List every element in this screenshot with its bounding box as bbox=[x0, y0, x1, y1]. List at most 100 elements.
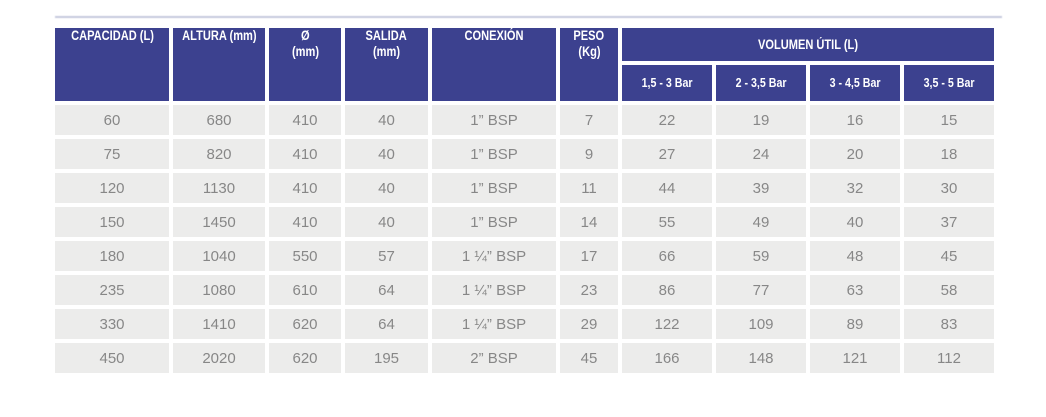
table-cell: 39 bbox=[716, 173, 806, 203]
header-pressure-range-4: 3,5 - 5 Bar bbox=[904, 65, 994, 101]
table-cell: 148 bbox=[716, 343, 806, 373]
table-cell: 30 bbox=[904, 173, 994, 203]
table-row: 235 1080 610 64 1 ¼” BSP 23 86 77 63 58 bbox=[55, 275, 994, 305]
table-cell: 60 bbox=[55, 105, 169, 135]
table-cell: 2” BSP bbox=[432, 343, 556, 373]
table-cell: 1” BSP bbox=[432, 139, 556, 169]
table-cell: 23 bbox=[560, 275, 618, 305]
table-row: 450 2020 620 195 2” BSP 45 166 148 121 112 bbox=[55, 343, 994, 373]
header-outlet-unit: (mm) bbox=[372, 44, 401, 59]
header-useful-volume-label: VOLUMEN ÚTIL (L) bbox=[757, 36, 859, 52]
table-cell: 40 bbox=[345, 105, 428, 135]
table-cell: 1450 bbox=[173, 207, 265, 237]
table-cell: 48 bbox=[810, 241, 900, 271]
table-cell: 235 bbox=[55, 275, 169, 305]
table-cell: 1040 bbox=[173, 241, 265, 271]
top-divider-rule bbox=[55, 16, 1002, 18]
header-weight-label: PESO bbox=[573, 28, 605, 43]
table-cell: 59 bbox=[716, 241, 806, 271]
table-cell: 45 bbox=[904, 241, 994, 271]
table-cell: 32 bbox=[810, 173, 900, 203]
table-cell: 40 bbox=[810, 207, 900, 237]
header-connection-label: CONEXIÓN bbox=[464, 28, 524, 43]
header-pressure-range-1-label: 1,5 - 3 Bar bbox=[641, 75, 693, 90]
table-cell: 620 bbox=[269, 309, 341, 339]
table-row: 330 1410 620 64 1 ¼” BSP 29 122 109 89 83 bbox=[55, 309, 994, 339]
table-cell: 1” BSP bbox=[432, 207, 556, 237]
table-cell: 150 bbox=[55, 207, 169, 237]
table-cell: 120 bbox=[55, 173, 169, 203]
table-cell: 11 bbox=[560, 173, 618, 203]
header-useful-volume-group: VOLUMEN ÚTIL (L) bbox=[622, 28, 994, 61]
table-cell: 109 bbox=[716, 309, 806, 339]
table-cell: 1 ¼” BSP bbox=[432, 275, 556, 305]
table-row: 75 820 410 40 1” BSP 9 27 24 20 18 bbox=[55, 139, 994, 169]
table-cell: 1 ¼” BSP bbox=[432, 241, 556, 271]
header-outlet: SALIDA (mm) bbox=[345, 28, 428, 101]
table-cell: 9 bbox=[560, 139, 618, 169]
header-weight: PESO (Kg) bbox=[560, 28, 618, 101]
header-pressure-range-1: 1,5 - 3 Bar bbox=[622, 65, 712, 101]
header-pressure-range-2-label: 2 - 3,5 Bar bbox=[735, 75, 787, 90]
table-header: CAPACIDAD (L) ALTURA (mm) Ø (mm) SALIDA … bbox=[55, 28, 994, 101]
table-cell: 410 bbox=[269, 173, 341, 203]
header-pressure-range-3-label: 3 - 4,5 Bar bbox=[829, 75, 881, 90]
table-cell: 680 bbox=[173, 105, 265, 135]
table-cell: 610 bbox=[269, 275, 341, 305]
table-cell: 15 bbox=[904, 105, 994, 135]
table-cell: 1410 bbox=[173, 309, 265, 339]
table-cell: 820 bbox=[173, 139, 265, 169]
table-cell: 44 bbox=[622, 173, 712, 203]
table-body: 60 680 410 40 1” BSP 7 22 19 16 15 75 820 410 40 1” BS… bbox=[55, 105, 994, 373]
table-cell: 22 bbox=[622, 105, 712, 135]
table-cell: 66 bbox=[622, 241, 712, 271]
table-cell: 17 bbox=[560, 241, 618, 271]
table-cell: 16 bbox=[810, 105, 900, 135]
table-cell: 18 bbox=[904, 139, 994, 169]
table-cell: 19 bbox=[716, 105, 806, 135]
table-cell: 122 bbox=[622, 309, 712, 339]
table-cell: 89 bbox=[810, 309, 900, 339]
table-cell: 2020 bbox=[173, 343, 265, 373]
header-pressure-range-4-label: 3,5 - 5 Bar bbox=[923, 75, 975, 90]
header-row-pressure-ranges: 1,5 - 3 Bar 2 - 3,5 Bar 3 - 4,5 Bar 3,5 … bbox=[55, 65, 994, 101]
table-cell: 410 bbox=[269, 139, 341, 169]
header-height: ALTURA (mm) bbox=[173, 28, 265, 101]
table-cell: 55 bbox=[622, 207, 712, 237]
table-cell: 77 bbox=[716, 275, 806, 305]
header-capacity-label: CAPACIDAD (L) bbox=[70, 28, 154, 43]
header-row-main: CAPACIDAD (L) ALTURA (mm) Ø (mm) SALIDA … bbox=[55, 28, 994, 101]
header-diameter-unit: (mm) bbox=[291, 44, 319, 59]
header-weight-unit: (Kg) bbox=[577, 44, 601, 59]
table-cell: 49 bbox=[716, 207, 806, 237]
header-connection: CONEXIÓN bbox=[432, 28, 556, 101]
table-cell: 7 bbox=[560, 105, 618, 135]
table-cell: 86 bbox=[622, 275, 712, 305]
table-cell: 37 bbox=[904, 207, 994, 237]
header-outlet-label: SALIDA bbox=[365, 28, 408, 43]
table-cell: 40 bbox=[345, 173, 428, 203]
table-cell: 64 bbox=[345, 275, 428, 305]
header-pressure-range-3: 3 - 4,5 Bar bbox=[810, 65, 900, 101]
table-cell: 550 bbox=[269, 241, 341, 271]
table-cell: 24 bbox=[716, 139, 806, 169]
table-cell: 40 bbox=[345, 207, 428, 237]
table-cell: 57 bbox=[345, 241, 428, 271]
table-cell: 27 bbox=[622, 139, 712, 169]
table-cell: 58 bbox=[904, 275, 994, 305]
table-cell: 195 bbox=[345, 343, 428, 373]
table-cell: 112 bbox=[904, 343, 994, 373]
header-diameter: Ø (mm) bbox=[269, 28, 341, 101]
table-cell: 75 bbox=[55, 139, 169, 169]
table-cell: 121 bbox=[810, 343, 900, 373]
table-cell: 410 bbox=[269, 105, 341, 135]
spec-table: CAPACIDAD (L) ALTURA (mm) Ø (mm) SALIDA … bbox=[51, 24, 998, 377]
table-cell: 410 bbox=[269, 207, 341, 237]
table-cell: 20 bbox=[810, 139, 900, 169]
table-cell: 450 bbox=[55, 343, 169, 373]
table-cell: 83 bbox=[904, 309, 994, 339]
table-cell: 40 bbox=[345, 139, 428, 169]
header-height-label: ALTURA (mm) bbox=[181, 28, 257, 43]
header-capacity: CAPACIDAD (L) bbox=[55, 28, 169, 101]
